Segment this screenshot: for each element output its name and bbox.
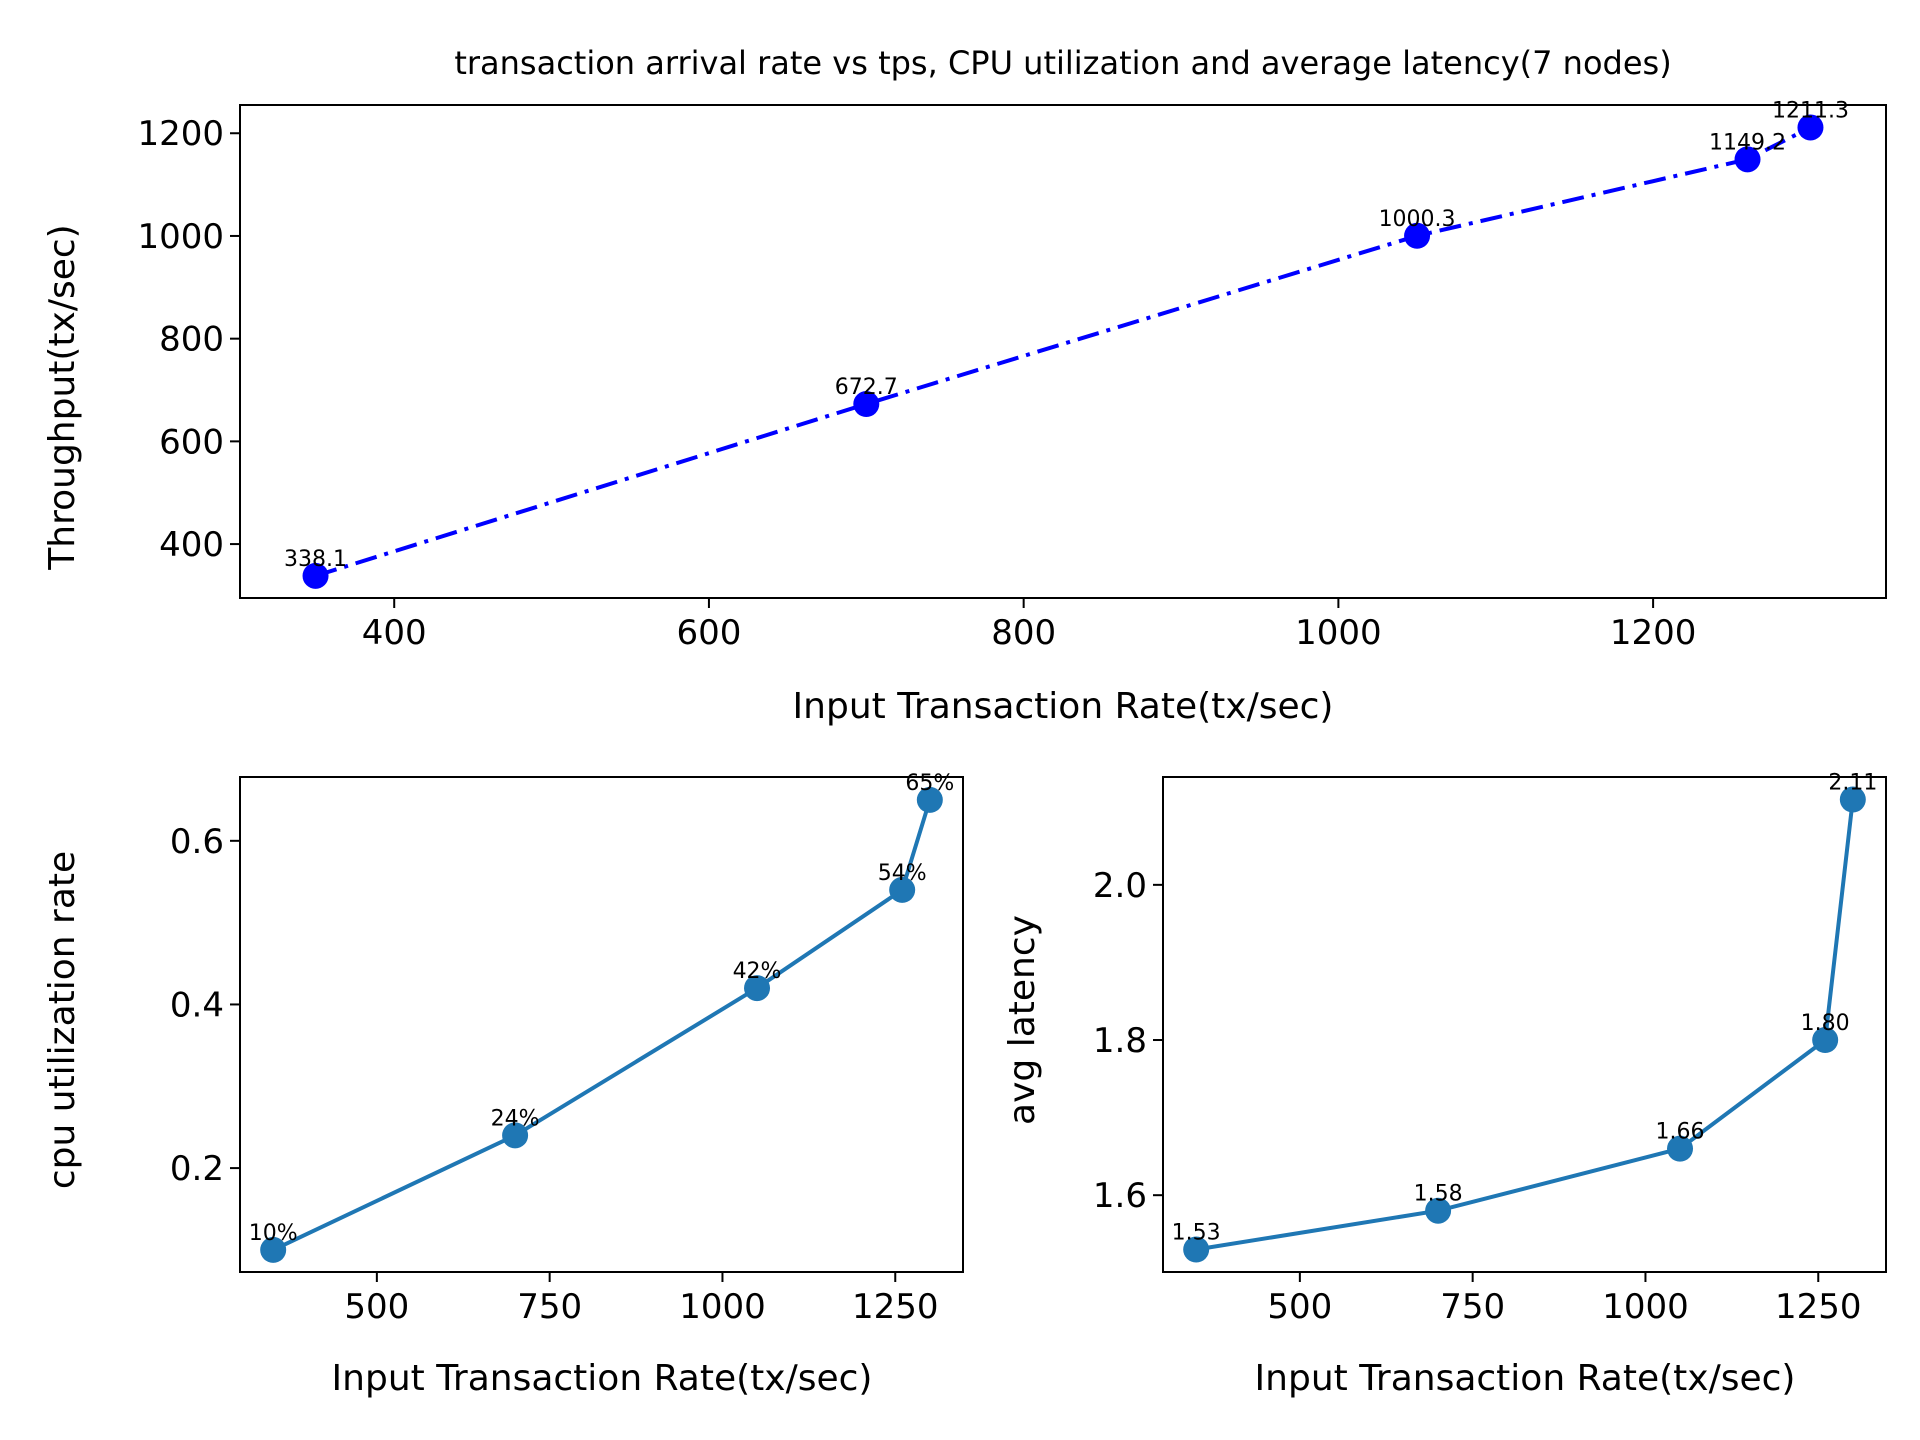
data-label: 54% [878, 861, 927, 886]
throughput-panel: transaction arrival rate vs tps, CPU uti… [42, 44, 1887, 727]
y-tick-label: 1.6 [1093, 1176, 1147, 1216]
y-tick-label: 600 [159, 422, 224, 462]
data-label: 1.58 [1414, 1182, 1463, 1207]
cpu-utilization-panel: Input Transaction Rate(tx/sec) cpu utili… [42, 771, 964, 1399]
data-point [889, 876, 916, 903]
data-label: 1.80 [1801, 1011, 1850, 1036]
data-label: 2.11 [1828, 771, 1877, 796]
x-tick-label: 500 [344, 1287, 409, 1327]
x-tick-label: 1250 [852, 1287, 939, 1327]
data-point [1667, 1135, 1694, 1162]
y-tick-label: 0.4 [170, 985, 224, 1025]
data-label: 24% [491, 1106, 540, 1131]
data-label: 1.53 [1172, 1221, 1221, 1246]
data-label: 1000.3 [1379, 207, 1456, 232]
data-label: 672.7 [835, 375, 898, 400]
y-tick-label: 0.6 [170, 822, 224, 862]
data-point [1839, 786, 1866, 813]
data-point [1797, 114, 1824, 141]
x-tick-label: 1000 [1295, 613, 1382, 653]
y-tick-label: 800 [159, 320, 224, 360]
x-tick-label: 1000 [679, 1287, 766, 1327]
x-tick-label: 600 [676, 613, 741, 653]
avg-latency-panel: Input Transaction Rate(tx/sec) avg laten… [1002, 771, 1887, 1399]
y-tick-label: 1000 [137, 217, 224, 257]
plot-frame [239, 104, 1887, 599]
data-point [1425, 1197, 1452, 1224]
y-axis-label: Throughput(tx/sec) [42, 224, 83, 570]
x-tick-label: 1250 [1775, 1287, 1862, 1327]
data-label: 1211.3 [1772, 98, 1849, 123]
x-tick-label: 1000 [1602, 1287, 1689, 1327]
plot-frame [239, 776, 964, 1273]
data-point [1812, 1027, 1839, 1054]
data-point [853, 391, 880, 418]
data-label: 1149.2 [1709, 130, 1786, 155]
data-point [1734, 146, 1761, 173]
y-tick-label: 400 [159, 525, 224, 565]
data-label: 10% [249, 1221, 298, 1246]
x-tick-label: 750 [1440, 1287, 1505, 1327]
data-label: 42% [733, 959, 782, 984]
data-label: 338.1 [284, 547, 347, 572]
data-point [260, 1236, 287, 1263]
x-axis-label: Input Transaction Rate(tx/sec) [793, 686, 1334, 727]
y-tick-label: 2.0 [1093, 866, 1147, 906]
x-tick-label: 750 [517, 1287, 582, 1327]
x-tick-label: 500 [1267, 1287, 1332, 1327]
y-axis-label: cpu utilization rate [42, 851, 83, 1189]
plot-frame [1162, 776, 1887, 1273]
data-label: 65% [905, 771, 954, 796]
data-point [744, 975, 771, 1002]
chart-title: transaction arrival rate vs tps, CPU uti… [454, 44, 1671, 82]
y-axis-label: avg latency [1002, 915, 1043, 1125]
data-point [502, 1122, 529, 1149]
data-label: 1.66 [1656, 1120, 1705, 1145]
x-tick-label: 400 [362, 613, 427, 653]
x-axis-label: Input Transaction Rate(tx/sec) [1255, 1358, 1796, 1399]
data-point [916, 786, 943, 813]
y-tick-label: 1200 [137, 114, 224, 154]
y-tick-label: 0.2 [170, 1149, 224, 1189]
data-point [1183, 1236, 1210, 1263]
y-tick-label: 1.8 [1093, 1021, 1147, 1061]
x-tick-label: 800 [991, 613, 1056, 653]
x-axis-label: Input Transaction Rate(tx/sec) [332, 1358, 873, 1399]
data-point [1404, 222, 1431, 249]
data-point [302, 562, 329, 589]
x-tick-label: 1200 [1610, 613, 1697, 653]
